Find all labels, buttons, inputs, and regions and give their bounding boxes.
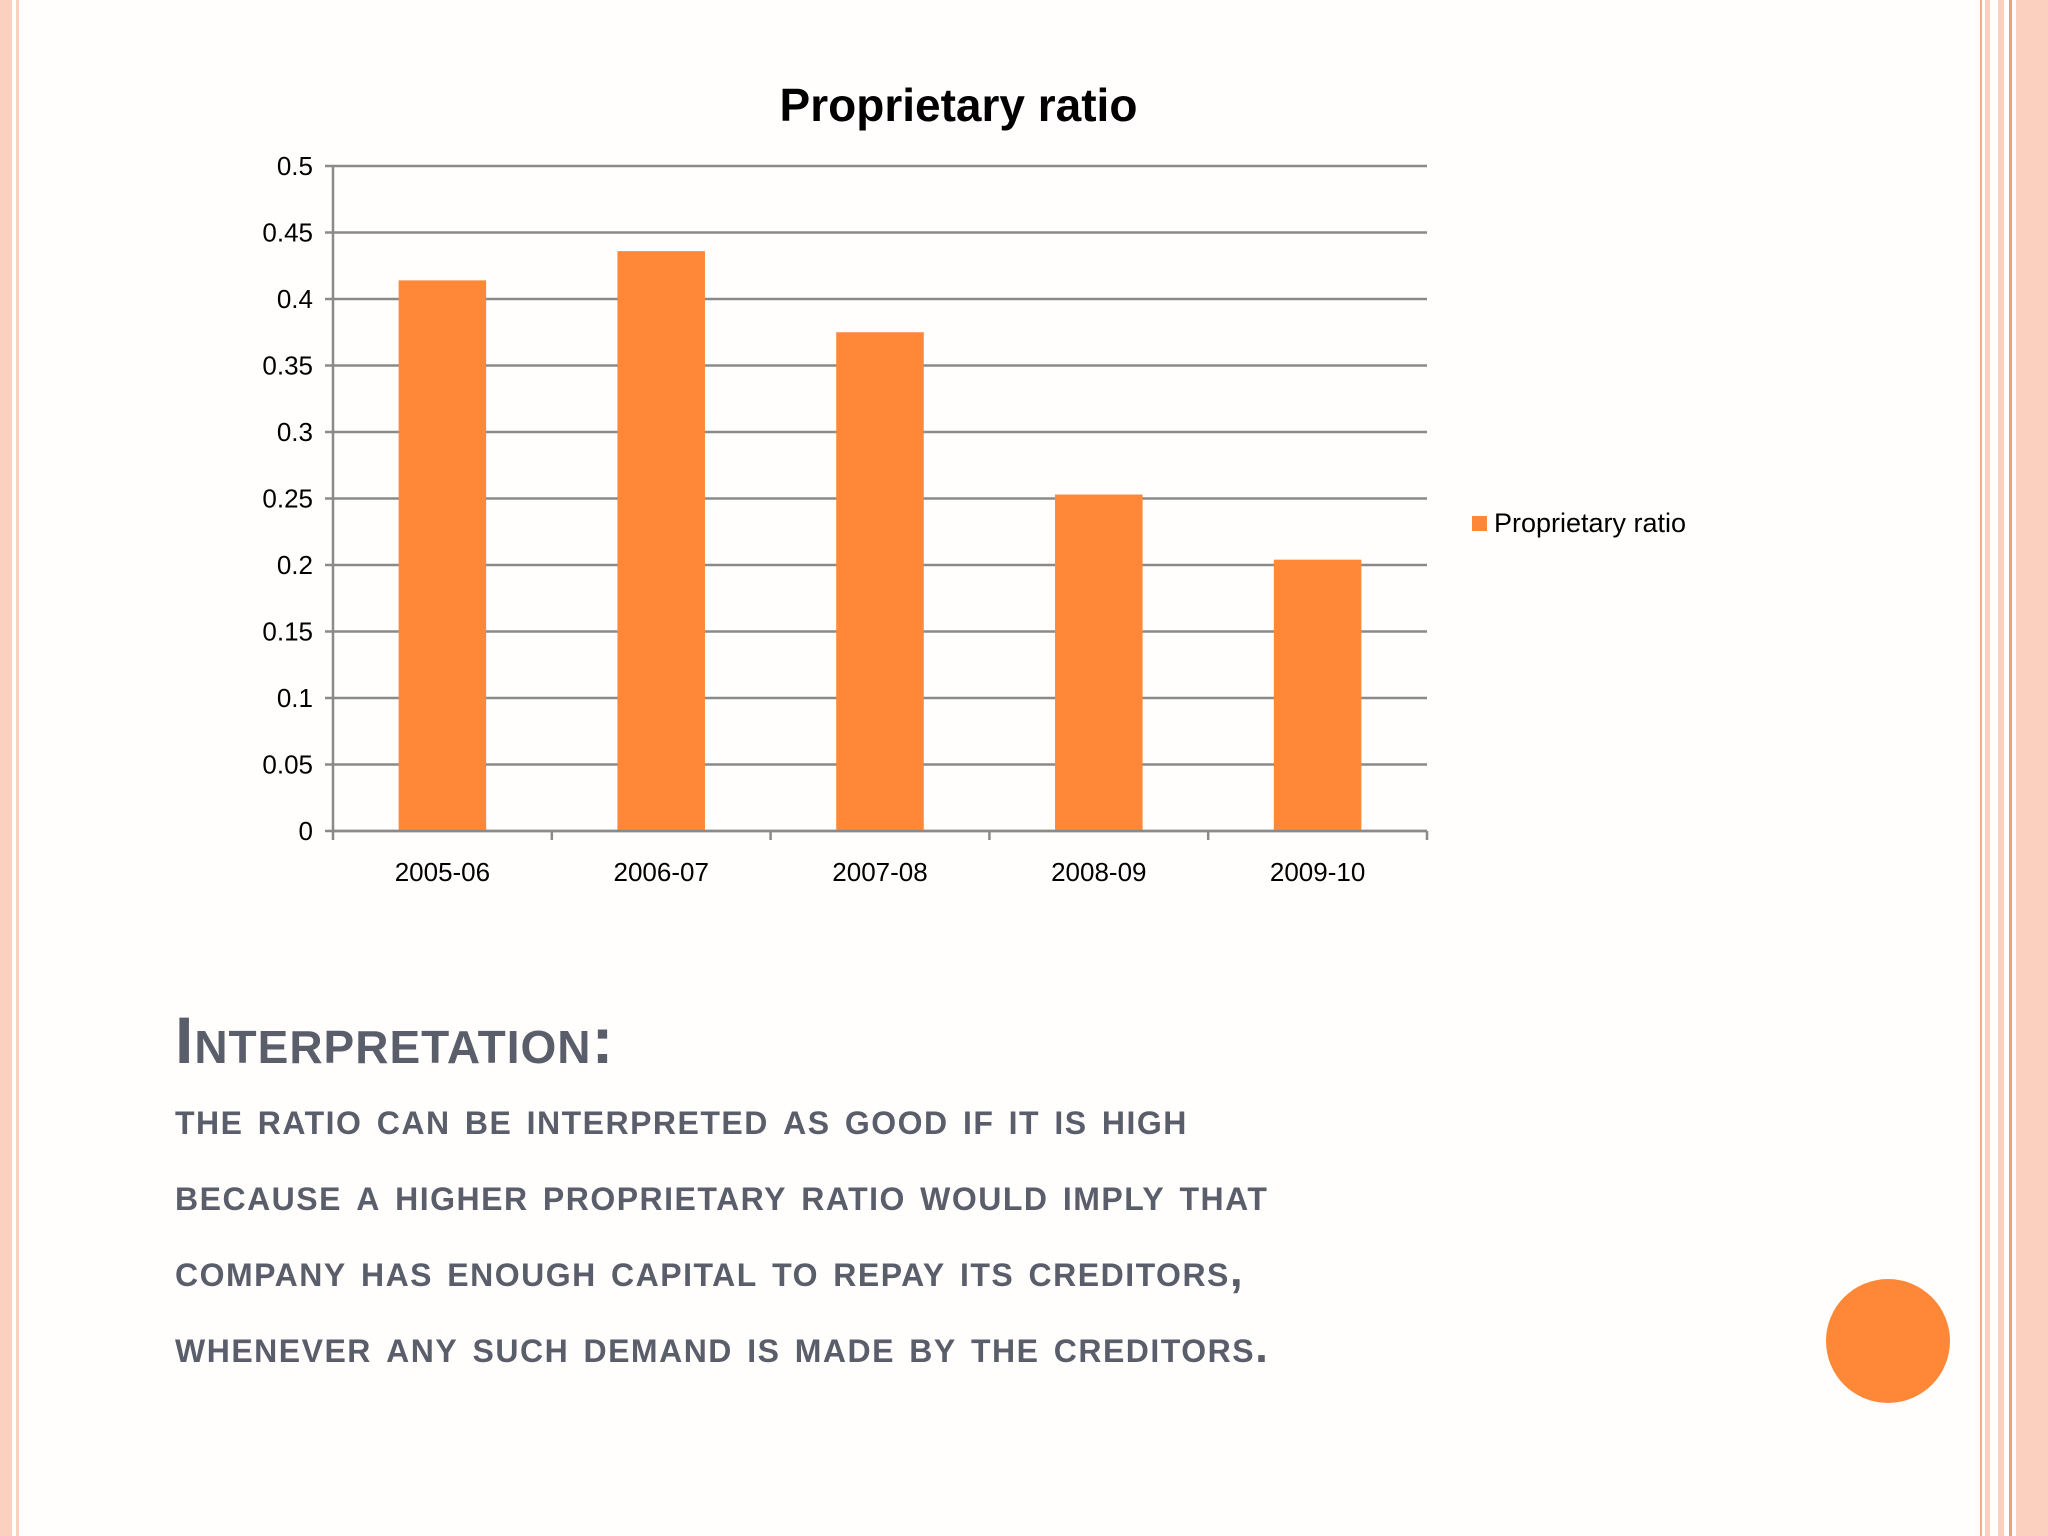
x-tick-label: 2009-10	[1270, 857, 1365, 887]
interpretation-body: the ratio can be interpreted as good if …	[175, 1080, 1795, 1384]
y-tick-label: 0.35	[262, 351, 313, 381]
bar	[398, 280, 487, 831]
chart-legend: Proprietary ratio	[1472, 508, 1686, 539]
bar	[1055, 494, 1143, 831]
slide-border-right-stripe	[1985, 0, 1990, 1536]
interpretation-line: the ratio can be interpreted as good if …	[175, 1092, 1188, 1144]
y-tick-label: 0.25	[262, 484, 313, 514]
slide-border-left	[0, 0, 12, 1536]
y-tick-label: 0.5	[277, 151, 313, 181]
interpretation: Interpretation: the ratio can be interpr…	[175, 1000, 1775, 1384]
interpretation-heading: Interpretation:	[175, 1003, 615, 1077]
y-tick-label: 0.1	[277, 683, 313, 713]
y-tick-label: 0.2	[277, 550, 313, 580]
interpretation-line: company has enough capital to repay its …	[175, 1244, 1245, 1296]
y-tick-label: 0.05	[262, 750, 313, 780]
x-tick-label: 2005-06	[395, 857, 490, 887]
y-tick-label: 0.15	[262, 617, 313, 647]
interpretation-line: because a higher proprietary ratio would…	[175, 1168, 1269, 1220]
legend-swatch	[1472, 516, 1487, 531]
slide-border-right-stripe	[1998, 0, 2004, 1536]
x-tick-label: 2006-07	[613, 857, 708, 887]
bar	[617, 251, 705, 831]
bar	[836, 332, 924, 831]
chart-plot: 0 0.05 0.1 0.15 0.2 0.25 0.3 0.35 0.4 0.45 0.5 2005…	[262, 151, 1429, 887]
slide-border-right-line	[1980, 0, 1982, 1536]
legend-label: Proprietary ratio	[1494, 508, 1687, 538]
y-tick-label: 0.45	[262, 218, 313, 248]
chart-title: Proprietary ratio	[779, 79, 1138, 131]
interpretation-line: whenever any such demand is made by the …	[175, 1320, 1270, 1372]
y-tick-label: 0.3	[277, 417, 313, 447]
slide-border-right	[2016, 0, 2048, 1536]
x-tick-label: 2007-08	[832, 857, 927, 887]
bar	[1273, 559, 1362, 831]
x-tick-label: 2008-09	[1051, 857, 1146, 887]
slide-border-right-line	[2009, 0, 2012, 1536]
chart: Proprietary ratio 0 0.05 0.1 0.15 0.2 0.25 0.3…	[210, 60, 1740, 940]
slide-border-left-line	[16, 0, 19, 1536]
y-tick-label: 0.4	[277, 284, 313, 314]
decorative-circle	[1826, 1279, 1950, 1403]
y-tick-label: 0	[299, 816, 313, 846]
